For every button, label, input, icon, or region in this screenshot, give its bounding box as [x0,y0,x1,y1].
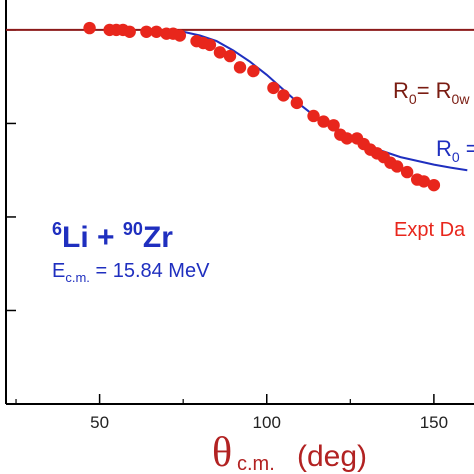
svg-text:6Li + 90Zr: 6Li + 90Zr [52,219,173,254]
data-point [223,49,237,63]
data-point [400,165,414,179]
svg-text:Ec.m. = 15.84 MeV: Ec.m. = 15.84 MeV [52,260,210,285]
svg-text:R0 =: R0 = [436,136,474,165]
data-point [327,119,340,132]
x-tick-label: 150 [420,413,448,432]
mass-number-a: 6 [52,219,62,239]
element-a: Li + [62,221,123,254]
label2-rest: = [460,136,474,161]
plot-axes: 50 100 150 [5,0,474,432]
label2-sub: 0 [452,149,460,165]
label1-rest: = R [417,78,452,103]
data-point [83,21,96,35]
data-point [340,132,354,145]
label1-main: R [393,78,409,103]
data-point [247,64,260,78]
element-b: Zr [143,221,173,254]
data-point [267,81,280,95]
energy-symbol: E [52,260,65,282]
data-point [123,25,136,38]
reaction-system-label: 6Li + 90Zr [52,219,173,254]
label2-main: R [436,136,452,161]
data-points [83,21,441,192]
x-tick-label: 100 [253,413,281,432]
x-axis-title-subscript: c.m. [237,453,275,474]
data-point [233,61,247,74]
line-label-r0-fit: R0 = [436,136,474,165]
svg-text:R0= R0w: R0= R0w [393,78,470,107]
energy-label: Ec.m. = 15.84 MeV [52,260,210,285]
data-point [427,178,441,192]
data-point [417,175,431,188]
data-point [277,89,290,102]
data-point [140,25,153,38]
data-point [317,115,330,128]
energy-value: = 15.84 MeV [90,260,210,282]
data-point [203,38,217,52]
data-point [390,160,404,173]
data-point [290,96,304,110]
x-axis-title-symbol: θ [212,430,232,474]
data-point [213,46,227,59]
data-point [150,25,163,38]
label1-sub2: 0w [452,91,471,107]
data-point [307,109,320,123]
data-point [173,29,187,42]
label1-sub: 0 [409,91,417,107]
energy-subscript: c.m. [65,270,90,285]
x-axis-title-unit: (deg) [297,440,367,473]
line-label-r0-equal-r0w: R0= R0w [393,78,470,107]
mass-number-b: 90 [123,219,143,239]
x-tick-label: 50 [90,413,109,432]
expt-data-label: Expt Da [394,219,466,241]
